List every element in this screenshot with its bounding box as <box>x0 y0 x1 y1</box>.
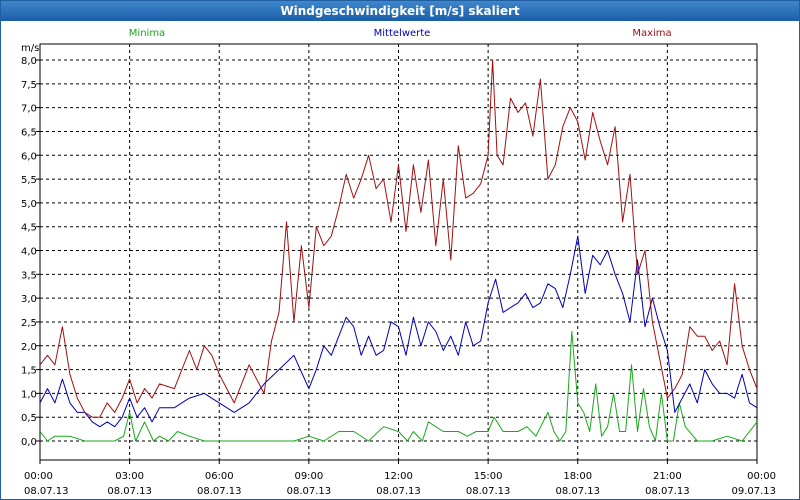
y-tick-label: 7,0 <box>21 104 37 115</box>
x-tick-time: 00:00 <box>747 471 776 482</box>
x-tick-date: 08.07.13 <box>24 486 69 497</box>
y-tick-label: 6,0 <box>21 151 37 162</box>
y-tick-label: 0,5 <box>21 413 37 424</box>
y-tick-label: 7,5 <box>21 80 37 91</box>
y-tick-label: 2,0 <box>21 342 37 353</box>
legend-minima: Minima <box>129 28 165 39</box>
y-tick-label: 0,0 <box>21 437 37 448</box>
y-tick-label: 3,5 <box>21 270 37 281</box>
x-tick-time: 09:00 <box>294 471 323 482</box>
y-tick-label: 1,5 <box>21 366 37 377</box>
x-tick-time: 06:00 <box>205 471 234 482</box>
x-tick-date: 08.07.13 <box>287 486 332 497</box>
y-tick-label: 5,5 <box>21 175 37 186</box>
window-title: Windgeschwindigkeit [m/s] skaliert <box>1 1 799 21</box>
legend-maxima: Maxima <box>632 28 671 39</box>
y-tick-label: 6,5 <box>21 127 37 138</box>
x-tick-time: 15:00 <box>474 471 503 482</box>
x-axis: 00:00 08.07.13 03:00 08.07.13 06:00 08.07.13 0… <box>24 460 776 497</box>
series-line-mean <box>39 235 758 428</box>
x-tick-date: 08.07.13 <box>645 486 690 497</box>
x-tick-date: 08.07.13 <box>555 486 600 497</box>
y-tick-label: 3,0 <box>21 294 37 305</box>
plot-area <box>39 43 758 461</box>
y-tick-label: 2,5 <box>21 318 37 329</box>
x-tick-date: 08.07.13 <box>107 486 152 497</box>
y-tick-label: 1,0 <box>21 389 37 400</box>
y-tick-label: 8,0 <box>21 56 37 67</box>
y-tick-label: 4,5 <box>21 223 37 234</box>
x-tick-date: 08.07.13 <box>466 486 511 497</box>
y-tick-label: 4,0 <box>21 247 37 258</box>
series-lines <box>39 59 758 442</box>
x-tick-time: 12:00 <box>384 471 413 482</box>
x-tick-time: 03:00 <box>115 471 144 482</box>
x-tick-date: 08.07.13 <box>376 486 421 497</box>
y-axis-label: m/s <box>21 43 39 54</box>
x-tick-date: 09.07.13 <box>731 486 776 497</box>
x-tick-time: 21:00 <box>653 471 682 482</box>
y-tick-label: 5,0 <box>21 199 37 210</box>
y-axis: 0,0 0,5 1,0 1,5 2,0 2,5 3,0 3,5 4,0 4,5 5,0 5,5 6,0 6… <box>21 56 40 448</box>
legend-mittelwerte: Mittelwerte <box>374 28 431 39</box>
x-tick-time: 18:00 <box>563 471 592 482</box>
x-tick-time: 00:00 <box>24 471 53 482</box>
series-line-max <box>39 59 758 418</box>
series-line-min <box>39 331 758 442</box>
x-tick-date: 08.07.13 <box>197 486 242 497</box>
